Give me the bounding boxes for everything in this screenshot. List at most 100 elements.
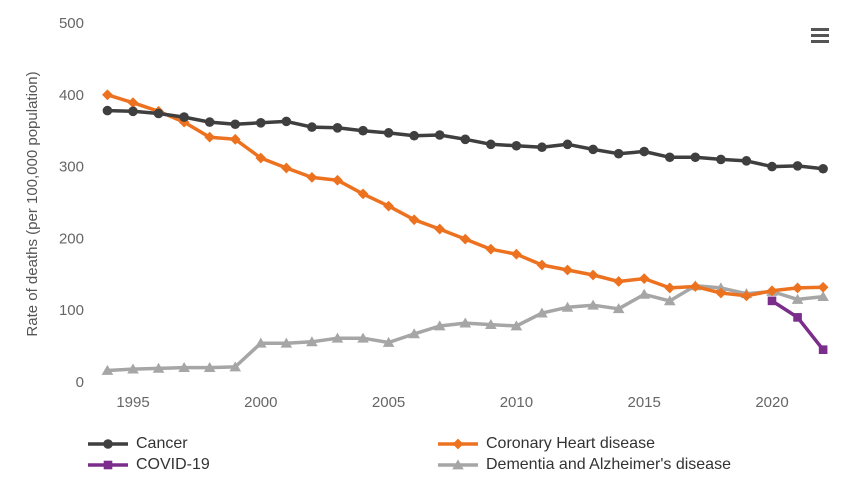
series-marker-diamond (434, 223, 446, 235)
series-marker-diamond (817, 281, 829, 293)
series-marker-diamond (452, 438, 464, 449)
legend-marker-triangle (438, 458, 478, 469)
series-marker-triangle (203, 362, 216, 373)
series-marker-circle (434, 130, 445, 140)
series-marker-diamond (127, 97, 139, 109)
legend-item-label: Cancer (136, 434, 188, 452)
x-tick-label: 2000 (244, 394, 277, 411)
series-marker-triangle (127, 363, 139, 374)
y-tick-label: 500 (59, 15, 84, 32)
series-marker-circle (588, 144, 598, 155)
series-marker-circle (741, 156, 752, 166)
series-marker-diamond (280, 162, 292, 174)
series-marker-circle (179, 112, 189, 122)
series-marker-circle (511, 140, 522, 151)
series-marker-diamond (664, 282, 676, 294)
series-marker-triangle (612, 303, 625, 314)
series-marker-circle (102, 105, 113, 116)
series-marker-triangle (452, 458, 464, 469)
legend-marker-circle (88, 438, 128, 449)
series-marker-diamond (638, 273, 650, 285)
series-marker-triangle (101, 364, 114, 375)
series-marker-diamond (715, 287, 727, 299)
series-marker-triangle (306, 336, 318, 347)
series-marker-circle (639, 146, 649, 157)
series-marker-circle (204, 117, 215, 127)
series-marker-square (818, 345, 828, 354)
series-marker-triangle (382, 336, 395, 347)
series-marker-triangle (715, 282, 727, 293)
series-marker-circle (716, 154, 726, 165)
series-marker-circle (562, 139, 573, 150)
chart-context-menu-button[interactable] (806, 23, 834, 47)
series-line-dementia (105, 284, 825, 373)
series-line-chd (105, 93, 825, 298)
chart-plot-area: Rate of deaths (per 100,000 population) … (24, 15, 829, 411)
series-marker-circle (153, 108, 164, 119)
series-marker-circle (332, 123, 343, 133)
series-marker-diamond (383, 200, 394, 212)
series-marker-triangle (280, 337, 293, 348)
series-marker-square (103, 460, 113, 469)
series-marker-diamond (511, 248, 522, 260)
series-marker-circle (537, 142, 547, 153)
hamburger-bar (811, 33, 829, 37)
legend-item-cancer[interactable]: Cancer (87, 433, 210, 454)
y-axis-title: Rate of deaths (per 100,000 population) (24, 71, 41, 336)
series-marker-triangle (229, 361, 242, 372)
series-marker-circle (818, 163, 828, 174)
series-marker-circle (664, 152, 675, 163)
series-marker-triangle (152, 362, 165, 373)
series-marker-circle (486, 139, 496, 150)
legend-item-label: Dementia and Alzheimer's disease (486, 455, 731, 473)
series-line-covid (770, 299, 825, 352)
x-tick-label: 2020 (755, 394, 788, 411)
series-marker-diamond (306, 171, 318, 183)
axis-tick-labels: 0 100 200 300 400 500 1995 2000 2005 2010 2015 2020 (59, 15, 789, 411)
series-chd (102, 89, 829, 302)
series-marker-triangle (817, 290, 829, 301)
x-tick-label: 2015 (628, 394, 661, 411)
series-marker-triangle (408, 328, 420, 339)
series-marker-diamond (792, 282, 803, 294)
series-marker-triangle (255, 337, 267, 348)
series-marker-diamond (613, 276, 625, 287)
series-marker-square (793, 313, 802, 322)
series-marker-diamond (741, 290, 752, 302)
series-marker-circle (409, 130, 419, 141)
chart-series (101, 89, 829, 375)
series-marker-circle (358, 125, 368, 136)
y-tick-label: 300 (59, 159, 84, 176)
series-marker-triangle (485, 318, 497, 329)
series-marker-square (767, 296, 777, 306)
series-marker-triangle (561, 301, 574, 312)
series-marker-triangle (331, 332, 344, 343)
series-marker-circle (613, 148, 624, 159)
series-marker-diamond (255, 152, 267, 164)
series-marker-triangle (587, 299, 599, 310)
x-tick-label: 2005 (372, 394, 405, 411)
series-marker-triangle (791, 293, 804, 304)
series-marker-diamond (536, 259, 548, 271)
legend-item-chd[interactable]: Coronary Heart disease (437, 433, 731, 454)
series-marker-triangle (459, 317, 472, 328)
x-tick-label: 2010 (500, 394, 533, 411)
legend-item-covid[interactable]: COVID-19 (87, 454, 210, 475)
series-marker-diamond (204, 131, 216, 143)
series-marker-circle (307, 122, 317, 132)
legend-item-dementia[interactable]: Dementia and Alzheimer's disease (437, 454, 731, 475)
legend-column-right: Coronary Heart disease Dementia and Alzhe… (437, 433, 731, 475)
series-marker-diamond (408, 214, 420, 226)
legend-marker-diamond (438, 438, 478, 449)
x-tick-label: 1995 (116, 394, 149, 411)
series-marker-diamond (332, 174, 343, 186)
series-marker-circle (128, 106, 138, 117)
series-marker-triangle (357, 332, 369, 343)
y-tick-label: 100 (59, 302, 84, 319)
legend-item-label: Coronary Heart disease (486, 434, 655, 452)
series-marker-circle (281, 116, 292, 127)
series-marker-triangle (433, 320, 446, 331)
y-tick-label: 400 (59, 87, 84, 104)
series-marker-diamond (485, 243, 497, 255)
